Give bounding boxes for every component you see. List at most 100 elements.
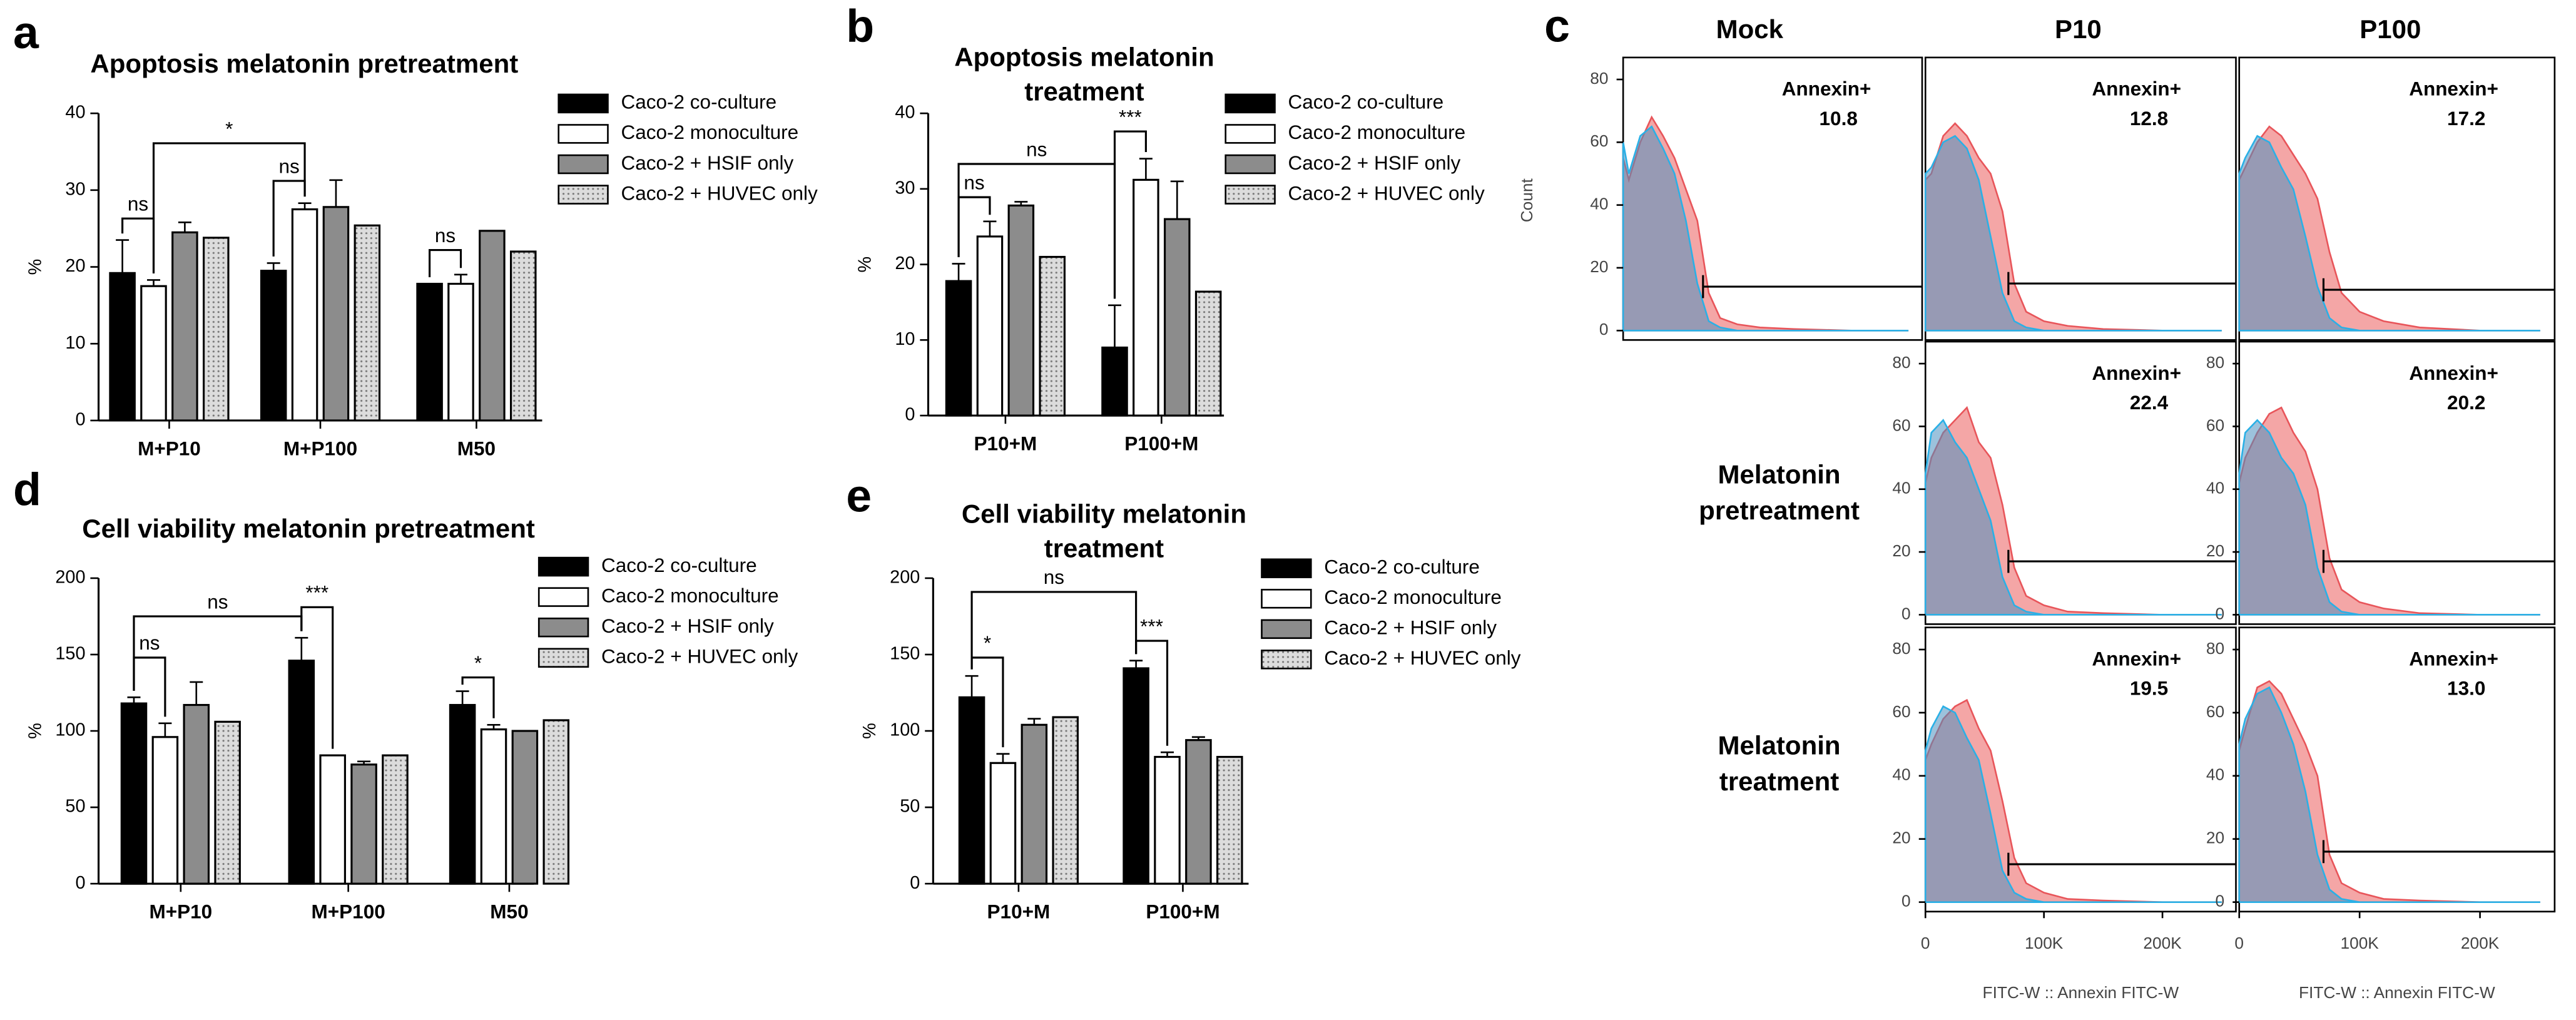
y-axis-label: % bbox=[855, 257, 875, 273]
bar bbox=[480, 728, 507, 885]
y-tick-label: 20 bbox=[1892, 829, 1910, 847]
bar bbox=[171, 231, 198, 422]
y-tick-label: 80 bbox=[1892, 639, 1910, 658]
panel-letter: d bbox=[13, 463, 41, 515]
significance-label: ns bbox=[207, 590, 228, 613]
legend-label: Caco-2 monoculture bbox=[1324, 586, 1502, 608]
legend-label: Caco-2 co-culture bbox=[621, 91, 776, 113]
y-tick-label: 60 bbox=[1590, 131, 1608, 150]
bar bbox=[120, 702, 148, 885]
histogram-area bbox=[1924, 419, 2222, 616]
bar bbox=[1164, 218, 1191, 417]
y-tick-label: 20 bbox=[1590, 257, 1608, 276]
x-tick-label: M+P100 bbox=[283, 437, 357, 460]
x-tick-label: M+P100 bbox=[312, 900, 385, 923]
column-header: P100 bbox=[2360, 14, 2421, 44]
column-header: Mock bbox=[1716, 14, 1784, 44]
y-tick-label: 50 bbox=[65, 797, 85, 817]
chart-title: Cell viability melatonin bbox=[962, 499, 1246, 528]
y-tick-label: 20 bbox=[65, 256, 85, 276]
significance-label: ns bbox=[128, 193, 148, 215]
y-tick-label: 0 bbox=[910, 873, 920, 893]
y-tick-label: 0 bbox=[2216, 604, 2225, 623]
legend-swatch bbox=[1261, 650, 1312, 670]
legend-label: Caco-2 co-culture bbox=[1288, 91, 1444, 113]
bar bbox=[976, 235, 1004, 417]
gate-percent: 12.8 bbox=[2130, 107, 2168, 130]
y-tick-label: 150 bbox=[55, 644, 85, 664]
bar bbox=[260, 270, 287, 422]
y-tick-label: 0 bbox=[905, 405, 915, 425]
y-tick-label: 40 bbox=[2206, 479, 2224, 497]
panel-letter: b bbox=[846, 0, 874, 52]
gate-annotation: Annexin+ bbox=[2092, 648, 2181, 670]
chart-title: Cell viability melatonin pretreatment bbox=[82, 514, 535, 543]
chart-title: Apoptosis melatonin pretreatment bbox=[90, 49, 518, 78]
bar bbox=[958, 696, 985, 885]
histogram-area bbox=[1924, 705, 2222, 903]
legend-label: Caco-2 + HSIF only bbox=[601, 615, 774, 637]
gate-annotation: Annexin+ bbox=[2409, 78, 2498, 100]
legend-label: Caco-2 co-culture bbox=[601, 554, 757, 576]
x-tick-label: 0 bbox=[2234, 934, 2244, 952]
bar bbox=[319, 754, 346, 885]
x-tick-label: M+P10 bbox=[149, 900, 212, 923]
legend-swatch bbox=[1224, 124, 1276, 144]
gate-annotation: Annexin+ bbox=[2092, 78, 2181, 100]
bar bbox=[214, 720, 241, 885]
y-tick-label: 40 bbox=[65, 103, 85, 123]
significance-bracket bbox=[1113, 130, 1147, 299]
column-header: P10 bbox=[2055, 14, 2102, 44]
y-tick-label: 20 bbox=[2206, 829, 2224, 847]
legend-label: Caco-2 + HSIF only bbox=[1324, 616, 1497, 639]
y-tick-label: 60 bbox=[1892, 702, 1910, 721]
y-tick-label: 20 bbox=[2206, 541, 2224, 560]
y-tick-label: 30 bbox=[65, 179, 85, 199]
legend-swatch bbox=[537, 556, 589, 577]
histogram-area bbox=[2238, 135, 2540, 332]
legend-swatch bbox=[1224, 154, 1276, 175]
legend-swatch bbox=[1261, 619, 1312, 640]
legend-label: Caco-2 + HUVEC only bbox=[621, 181, 818, 204]
y-tick-label: 0 bbox=[2216, 892, 2225, 910]
y-tick-label: 0 bbox=[1901, 604, 1911, 623]
legend-label: Caco-2 + HSIF only bbox=[621, 151, 793, 174]
bar bbox=[1021, 723, 1048, 885]
gate-percent: 22.4 bbox=[2130, 391, 2169, 414]
legend-swatch bbox=[1224, 93, 1276, 114]
bar bbox=[109, 272, 136, 422]
bar bbox=[1123, 667, 1149, 885]
y-tick-label: 40 bbox=[1892, 765, 1910, 784]
legend-swatch bbox=[1224, 185, 1276, 205]
bar bbox=[416, 282, 443, 422]
x-tick-label: 200K bbox=[2143, 934, 2182, 952]
y-tick-label: 60 bbox=[2206, 416, 2224, 434]
legend-label: Caco-2 + HUVEC only bbox=[1324, 646, 1521, 669]
bar bbox=[354, 224, 381, 422]
significance-bracket bbox=[461, 676, 495, 718]
bar bbox=[1101, 346, 1128, 417]
y-tick-label: 200 bbox=[55, 568, 85, 588]
significance-label: ns bbox=[435, 224, 456, 247]
bar bbox=[291, 208, 318, 422]
panel-letter: a bbox=[13, 6, 39, 58]
bar bbox=[140, 285, 167, 422]
y-tick-label: 100 bbox=[890, 720, 920, 740]
bar bbox=[542, 719, 570, 885]
legend-label: Caco-2 monoculture bbox=[1288, 121, 1466, 143]
bar bbox=[511, 730, 539, 885]
x-tick-label: P100+M bbox=[1146, 900, 1219, 923]
gate-annotation: Annexin+ bbox=[2409, 648, 2498, 670]
gate-annotation: Annexin+ bbox=[2092, 362, 2181, 384]
y-axis-label: % bbox=[25, 723, 45, 739]
significance-label: * bbox=[984, 631, 991, 654]
y-axis-label: % bbox=[860, 723, 880, 739]
x-tick-label: 200K bbox=[2461, 934, 2500, 952]
significance-label: ns bbox=[1044, 566, 1064, 588]
gate-annotation: Annexin+ bbox=[1782, 78, 1871, 100]
significance-label: * bbox=[474, 651, 482, 674]
histogram-area bbox=[1924, 135, 2222, 332]
gate-annotation: Annexin+ bbox=[2409, 362, 2498, 384]
histogram-area bbox=[1622, 125, 1909, 332]
x-tick-label: M50 bbox=[490, 900, 528, 923]
